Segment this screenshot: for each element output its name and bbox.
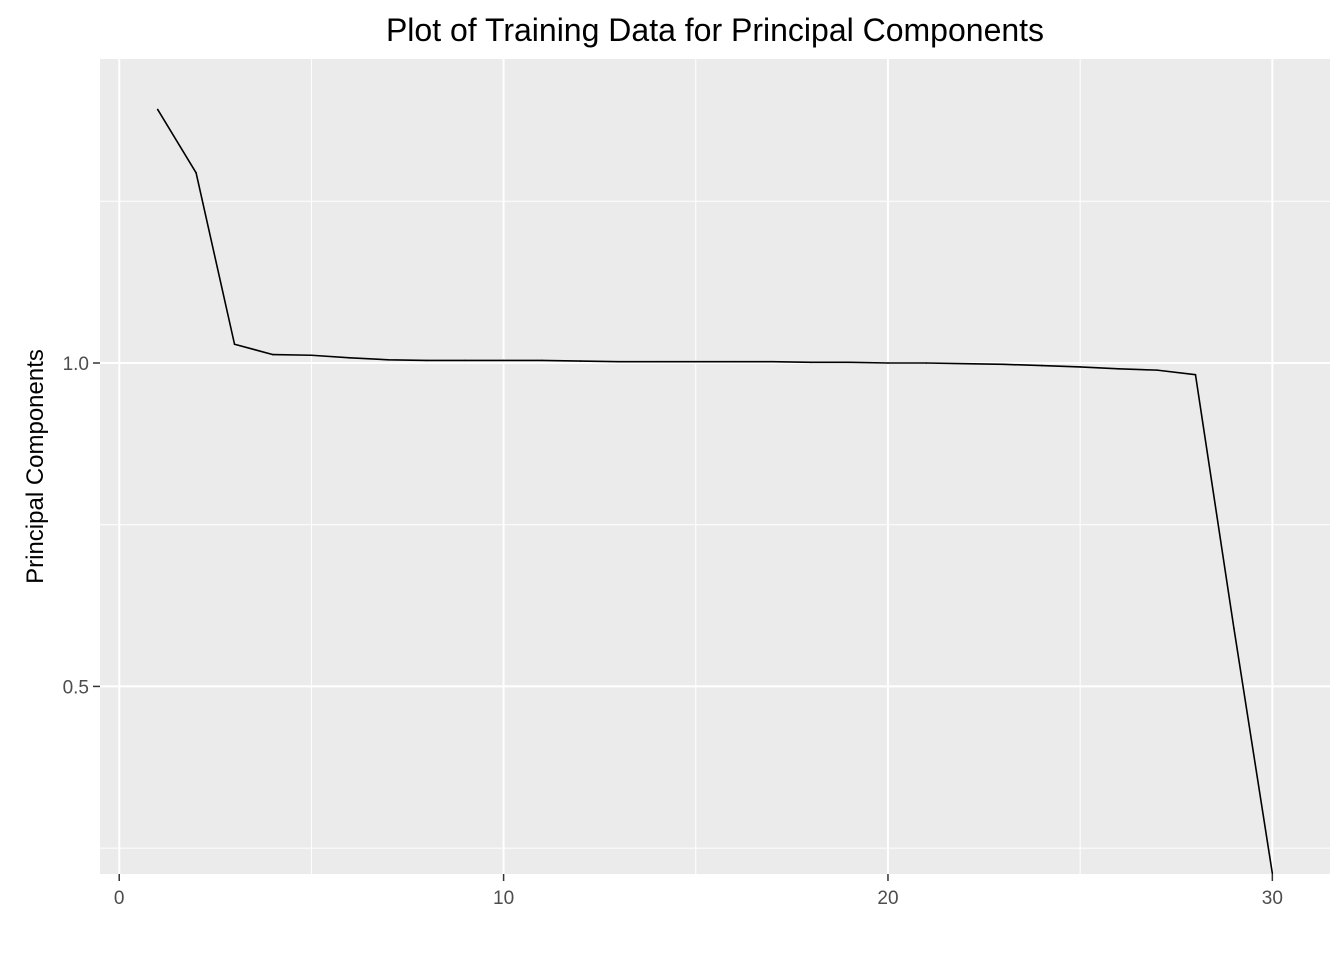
series-line	[156, 109, 1274, 874]
major-grid	[100, 59, 1330, 874]
data-point	[733, 360, 736, 363]
data-point	[579, 360, 582, 362]
data-point	[1271, 872, 1274, 875]
data-point	[1117, 368, 1120, 370]
data-point	[349, 357, 351, 359]
x-tick-label: 0	[114, 888, 125, 909]
data-point	[618, 360, 620, 363]
data-point	[810, 361, 812, 364]
x-axis: 0 10 20 30	[114, 874, 1283, 909]
x-tick-label: 10	[493, 888, 514, 909]
data-point	[656, 360, 659, 363]
data-point	[272, 353, 274, 356]
y-tick-label: 1.0	[63, 354, 89, 375]
y-axis: 0.5 1.0	[63, 354, 100, 698]
data-point	[887, 362, 889, 364]
y-axis-label: Principal Components	[22, 349, 49, 584]
data-point	[425, 359, 428, 362]
data-point	[771, 360, 774, 363]
y-tick-label: 0.5	[63, 677, 89, 698]
data-point	[1233, 627, 1235, 630]
data-point	[195, 172, 197, 174]
data-point	[387, 358, 390, 361]
data-point	[1194, 373, 1197, 376]
series-layer	[156, 108, 1274, 875]
data-point	[502, 359, 505, 362]
data-point	[964, 362, 966, 365]
minor-grid	[100, 59, 1330, 874]
data-point	[310, 354, 313, 357]
data-point	[541, 359, 543, 362]
data-point	[925, 362, 928, 364]
data-point	[1156, 369, 1158, 371]
chart-title: Plot of Training Data for Principal Comp…	[386, 12, 1044, 48]
x-tick-label: 30	[1262, 888, 1283, 909]
data-point	[1002, 363, 1005, 366]
data-point	[464, 359, 466, 362]
data-point	[233, 343, 236, 346]
plot-panel	[100, 59, 1330, 874]
data-point	[1040, 364, 1043, 367]
data-point	[848, 361, 851, 364]
data-point	[694, 360, 697, 363]
data-point	[156, 108, 159, 111]
x-tick-label: 20	[877, 888, 898, 909]
data-point	[1079, 366, 1081, 368]
